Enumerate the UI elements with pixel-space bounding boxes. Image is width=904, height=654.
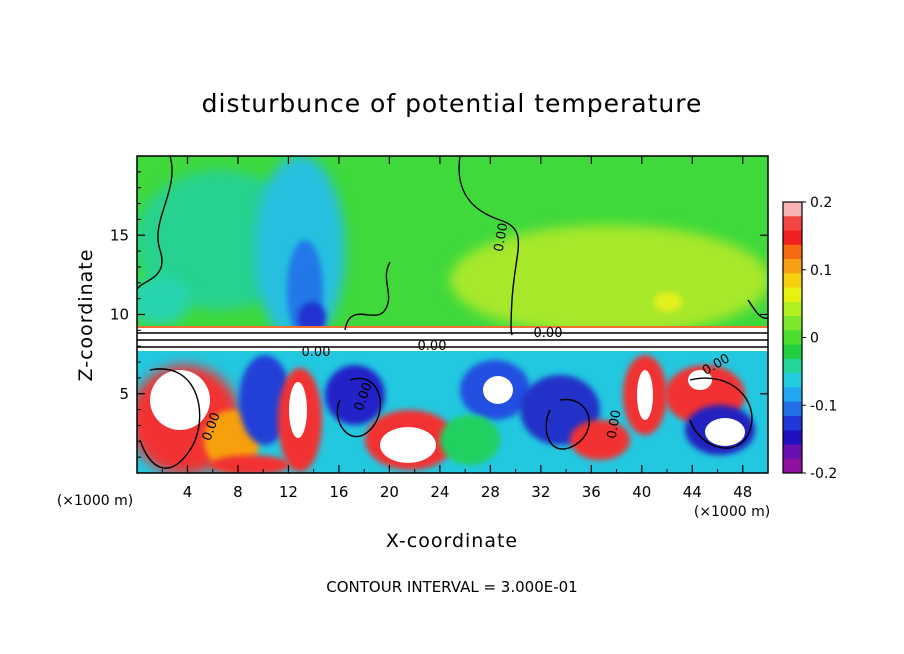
colorbar-swatch <box>783 287 802 303</box>
x-axis-label: X-coordinate <box>386 530 518 552</box>
colorbar-swatch <box>783 330 802 346</box>
colorbar-swatch <box>783 373 802 388</box>
colorbar <box>782 201 803 474</box>
y-axis-label: Z-coordinate <box>75 249 97 382</box>
colorbar-swatch <box>783 316 802 331</box>
contour-label: 0.00 <box>492 222 512 253</box>
colorbar-swatch <box>783 216 802 232</box>
y-tick-label: 5 <box>119 385 129 403</box>
x-tick-label: 8 <box>233 483 243 501</box>
contour-label: 0.00 <box>418 339 447 354</box>
x-tick-label: 28 <box>481 483 500 501</box>
x-tick-label: 48 <box>733 483 752 501</box>
colorbar-swatch <box>783 430 802 445</box>
y-tick-label: 15 <box>110 226 129 244</box>
colorbar-ticks: 0.2 0.1 0 -0.1 -0.2 <box>802 195 837 482</box>
colorbar-tick-label: 0.1 <box>810 263 832 279</box>
x-tick-label: 32 <box>531 483 550 501</box>
colorbar-tick-label: 0.2 <box>810 195 832 211</box>
colorbar-swatch <box>783 444 802 460</box>
colorbar-swatch <box>783 301 802 317</box>
x-tick-label: 24 <box>430 483 449 501</box>
contour-lines <box>137 156 768 469</box>
contour-interval-note: CONTOUR INTERVAL = 3.000E-01 <box>326 578 577 596</box>
colorbar-swatch <box>783 273 802 289</box>
x-tick-label: 4 <box>183 483 193 501</box>
colorbar-swatch <box>783 401 802 417</box>
colorbar-tick-label: -0.1 <box>810 398 837 414</box>
contour-label: 0.00 <box>605 409 625 440</box>
colorbar-swatch <box>783 202 802 217</box>
contour-label: 0.00 <box>534 326 563 341</box>
colorbar-tick-label: -0.2 <box>810 466 837 482</box>
colorbar-swatch <box>783 344 802 360</box>
y-axis: 5 10 15 <box>110 171 768 458</box>
x-tick-label: 12 <box>279 483 298 501</box>
x-tick-label: 36 <box>582 483 601 501</box>
contour-label: 0.00 <box>302 345 331 360</box>
y-tick-label: 10 <box>110 306 129 324</box>
colorbar-tick-label: 0 <box>810 331 819 347</box>
x-tick-label: 44 <box>683 483 702 501</box>
colorbar-swatch <box>783 230 802 246</box>
colorbar-swatch <box>783 387 802 403</box>
chart-title: disturbunce of potential temperature <box>202 89 703 118</box>
colorbar-swatch <box>783 358 802 374</box>
colorbar-swatch <box>783 244 802 260</box>
x-tick-label: 16 <box>329 483 348 501</box>
x-tick-label: 40 <box>632 483 651 501</box>
x-unit-right: (×1000 m) <box>694 504 770 520</box>
heatmap-field <box>137 156 768 473</box>
colorbar-swatch <box>783 458 802 474</box>
x-unit-left: (×1000 m) <box>57 493 133 509</box>
x-tick-label: 20 <box>380 483 399 501</box>
colorbar-swatch <box>783 259 802 274</box>
x-axis: 4 8 12 16 20 24 28 32 36 40 44 48 <box>161 156 752 501</box>
colorbar-swatch <box>783 415 802 431</box>
